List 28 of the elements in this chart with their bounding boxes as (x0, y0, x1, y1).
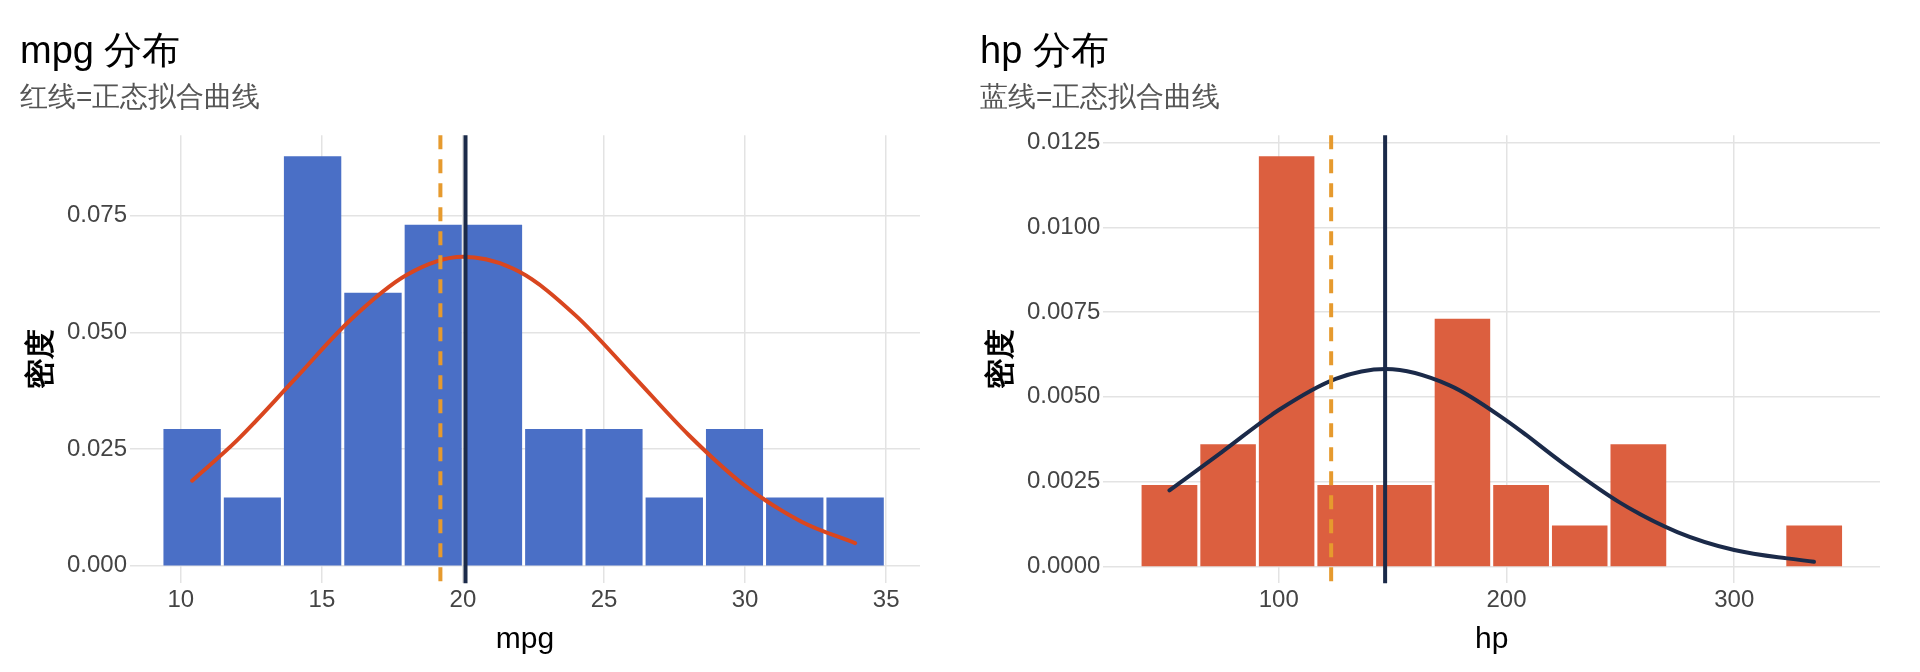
x-tick-label: 30 (731, 585, 759, 613)
chart-subtitle: 蓝线=正态拟合曲线 (980, 81, 1221, 113)
y-axis-title: 密度 (23, 329, 57, 390)
y-tick-label: 0.050 (67, 317, 128, 345)
y-tick-label: 0.0075 (1027, 296, 1101, 324)
y-tick-label: 0.0025 (1027, 466, 1101, 494)
chart-subtitle: 红线=正态拟合曲线 (20, 81, 261, 113)
x-tick-label: 35 (872, 585, 900, 613)
x-tick-label: 300 (1714, 585, 1755, 613)
y-tick-label: 0.0050 (1027, 381, 1101, 409)
x-tick-label: 20 (449, 585, 477, 613)
x-axis-title: mpg (495, 621, 555, 655)
y-tick-label: 0.075 (67, 200, 128, 228)
x-tick-label: 100 (1258, 585, 1299, 613)
y-tick-label: 0.0125 (1027, 127, 1101, 155)
chart-title: mpg 分布 (20, 29, 181, 72)
x-tick-label: 15 (308, 585, 336, 613)
chart-title: hp 分布 (980, 29, 1109, 72)
y-tick-label: 0.0000 (1027, 550, 1101, 578)
y-tick-label: 0.0100 (1027, 212, 1101, 239)
x-tick-label: 200 (1486, 585, 1527, 613)
x-tick-label: 10 (167, 585, 195, 613)
line-series (190, 254, 858, 546)
y-axis-title: 密度 (983, 329, 1017, 390)
x-axis-title: hp (1475, 621, 1509, 655)
y-tick-label: 0.025 (67, 433, 128, 461)
x-tick-label: 25 (590, 585, 618, 613)
y-tick-label: 0.000 (67, 550, 128, 578)
